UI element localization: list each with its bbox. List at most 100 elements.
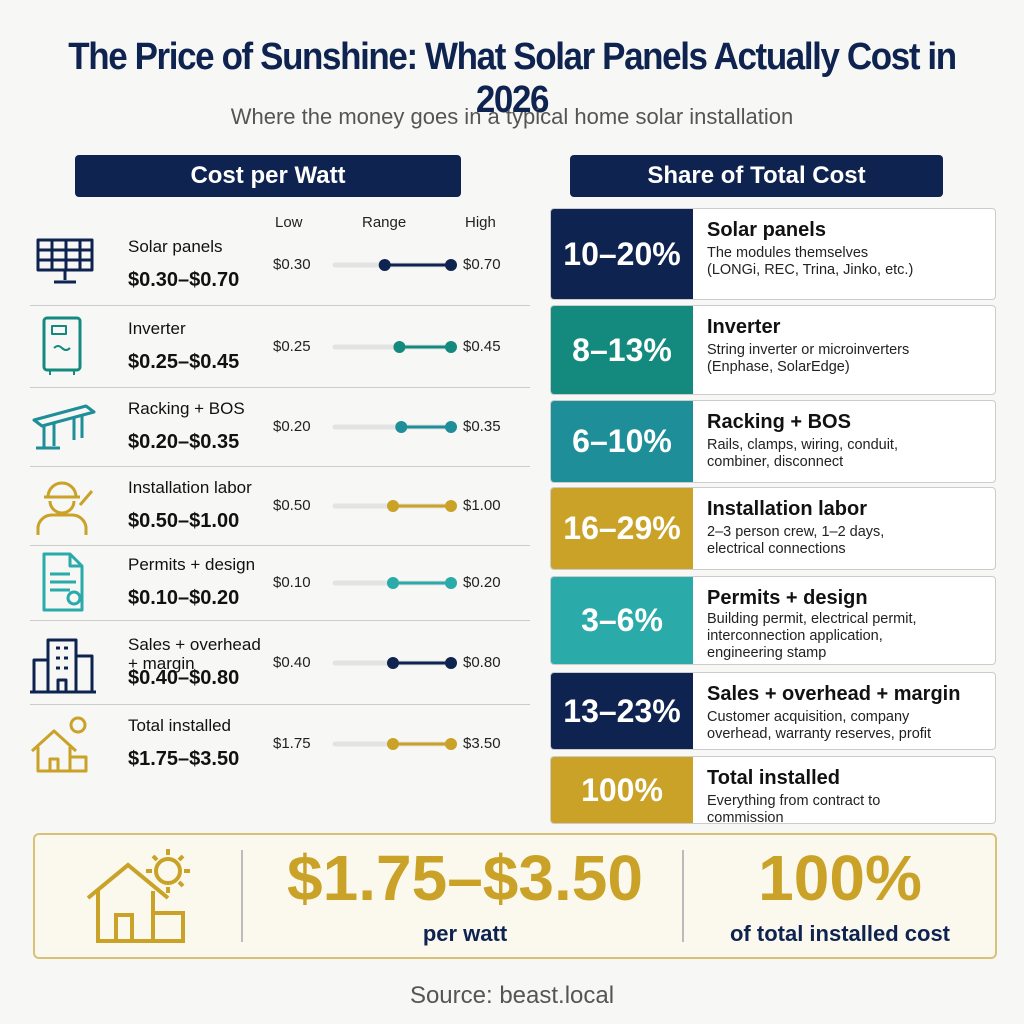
low-dot	[387, 656, 399, 669]
card-description: interconnection application,	[707, 628, 883, 644]
card-description: Building permit, electrical permit,	[707, 611, 917, 627]
card-title: Installation labor	[707, 498, 868, 520]
high-label: $0.20	[463, 574, 501, 591]
high-label: $0.45	[463, 338, 501, 355]
card-description: overhead, warranty reserves, profit	[707, 726, 932, 742]
card-title: Permits + design	[707, 587, 868, 609]
low-label: $0.30	[273, 256, 311, 273]
card-description: commission	[707, 810, 784, 824]
row-range: $0.20–$0.35	[128, 431, 240, 453]
title: The Price of Sunshine: What Solar Panels…	[68, 36, 957, 121]
row-name: Permits + design	[128, 555, 256, 574]
house-sun-icon	[86, 849, 190, 943]
row-separator	[30, 305, 530, 306]
card-title: Sales + overhead + margin	[707, 683, 961, 705]
share-badge: 8–13%	[551, 306, 693, 394]
row-separator	[30, 545, 530, 546]
high-dot	[445, 341, 457, 353]
row-name: Sales + overhead + margin	[128, 634, 261, 673]
low-dot	[378, 259, 391, 271]
row-range: $1.75–$3.50	[128, 748, 240, 770]
share-badge: 100%	[551, 757, 693, 823]
column-header: Low	[275, 214, 303, 231]
low-dot	[387, 577, 399, 589]
row-icon	[32, 404, 96, 450]
card-title: Inverter	[707, 316, 781, 338]
range-bar	[332, 738, 457, 750]
row-icon	[36, 481, 94, 535]
column-header: Range	[362, 214, 407, 231]
share-badge: 3–6%	[551, 577, 693, 664]
range-bar	[332, 656, 457, 669]
summary-price: $1.75–$3.50	[287, 842, 643, 914]
row-separator	[30, 704, 530, 705]
card-description: Customer acquisition, company	[707, 709, 910, 725]
high-dot	[445, 577, 457, 589]
range-bar	[332, 577, 457, 589]
row-name: Total installed	[128, 716, 232, 735]
low-label: $0.50	[273, 497, 311, 514]
high-dot	[445, 259, 457, 271]
high-label: $3.50	[463, 735, 501, 752]
column-header: High	[465, 214, 496, 231]
card-description: (Enphase, SolarEdge)	[707, 359, 850, 375]
low-dot	[395, 421, 408, 433]
row-name: Inverter	[128, 319, 186, 338]
card-description: Everything from contract to	[707, 793, 881, 809]
row-icon	[42, 316, 82, 375]
card-description: 2–3 person crew, 1–2 days,	[707, 524, 885, 540]
row-icon	[30, 638, 96, 693]
share-card: 8–13% Inverter String inverter or microinv…	[550, 305, 996, 395]
high-label: $0.80	[463, 653, 501, 671]
share-card: 6–10% Racking + BOS Rails, clamps, wiring,…	[550, 400, 996, 483]
range-bar	[332, 259, 457, 271]
low-label: $1.75	[273, 735, 311, 752]
row-name: Racking + BOS	[128, 399, 245, 418]
card-description: combiner, disconnect	[707, 454, 844, 470]
row-separator	[30, 466, 530, 467]
share-card: 10–20% Solar panels The modules themselves…	[550, 208, 996, 300]
summary-share-label: of total installed cost	[729, 921, 951, 946]
right-heading: Share of Total Cost	[570, 155, 943, 197]
card-title: Total installed	[707, 767, 840, 789]
range-bar	[332, 500, 457, 512]
subtitle: Where the money goes in a typical home s…	[230, 104, 794, 129]
card-description: engineering stamp	[707, 645, 827, 661]
card-title: Solar panels	[707, 219, 826, 241]
row-range: $0.30–$0.70	[128, 269, 240, 291]
row-range: $0.10–$0.20	[128, 587, 240, 609]
share-badge: 6–10%	[551, 401, 693, 482]
low-label: $0.40	[273, 653, 311, 671]
card-description: Rails, clamps, wiring, conduit,	[707, 437, 898, 453]
range-bar	[332, 421, 457, 433]
low-dot	[387, 738, 399, 750]
left-heading: Cost per Watt	[75, 155, 461, 197]
low-dot	[387, 500, 399, 512]
row-icon	[36, 238, 94, 284]
row-separator	[30, 620, 530, 621]
high-dot	[445, 738, 457, 750]
high-label: $1.00	[463, 497, 501, 514]
share-card: 3–6% Permits + design Building permit, ele…	[550, 576, 996, 665]
high-dot	[445, 500, 457, 512]
row-range: $0.40–$0.80	[128, 666, 240, 689]
row-icon	[42, 552, 84, 612]
row-icon	[30, 716, 88, 773]
card-title: Racking + BOS	[707, 411, 851, 433]
share-badge: 16–29%	[551, 488, 693, 569]
card-description: electrical connections	[707, 541, 846, 557]
source: Source: beast.local	[409, 982, 615, 1009]
row-name: Installation labor	[128, 478, 252, 497]
card-description: (LONGi, REC, Trina, Jinko, etc.)	[707, 262, 914, 278]
summary-price-unit: per watt	[422, 921, 508, 946]
high-dot	[445, 656, 457, 669]
high-label: $0.70	[463, 256, 501, 273]
share-card: 100% Total installed Everything from contr…	[550, 756, 996, 824]
summary-share: 100%	[758, 842, 922, 914]
high-dot	[445, 421, 457, 433]
card-description: String inverter or microinverters	[707, 342, 910, 358]
low-label: $0.10	[273, 574, 311, 591]
share-card: 13–23% Sales + overhead + margin Customer …	[550, 672, 996, 750]
range-bar	[332, 341, 457, 353]
